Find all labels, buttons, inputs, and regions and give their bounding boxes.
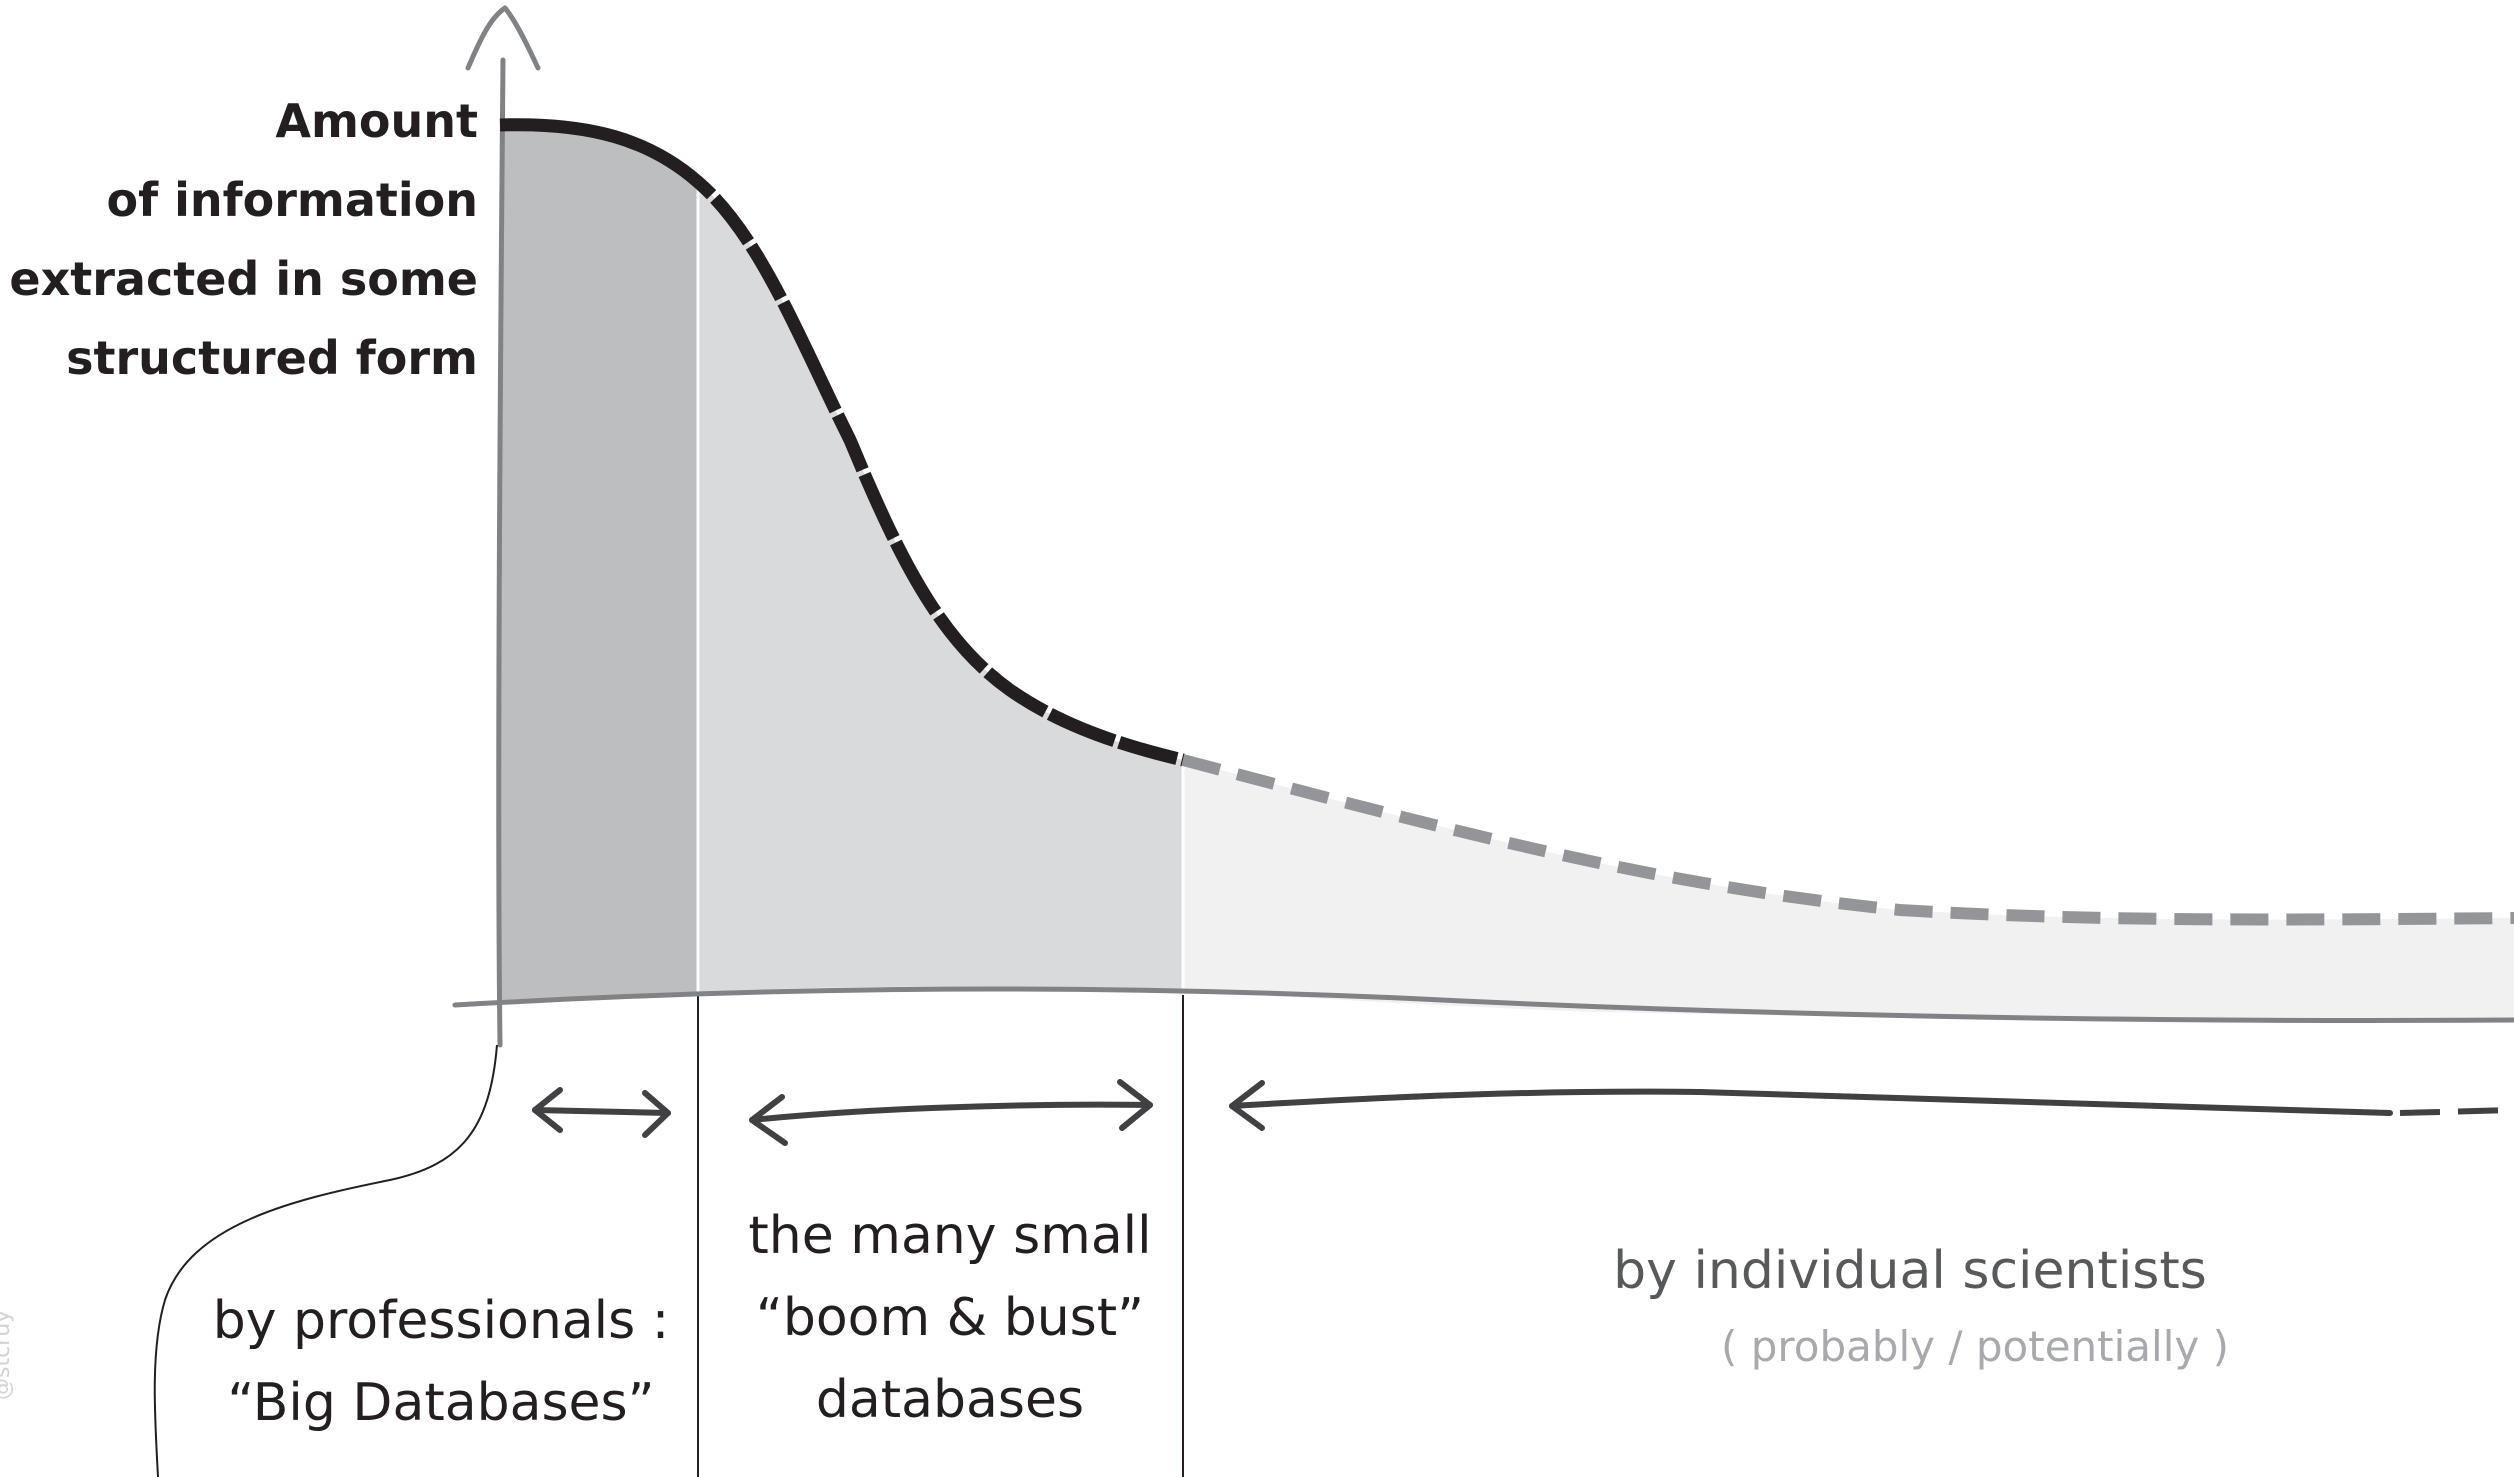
category-individuals-note: ( probably / potentially ) — [1721, 1322, 2229, 1371]
arrowhead-left — [1229, 1080, 1265, 1131]
arrowhead-right — [1117, 1079, 1153, 1131]
y-axis-label-line: of information — [106, 173, 478, 227]
range-arrow-individuals-dashed-tail — [2399, 1107, 2514, 1116]
category-boom-bust-line: the many small — [748, 1206, 1152, 1266]
region-individuals — [1183, 760, 2514, 1022]
y-axis — [496, 57, 506, 1048]
range-arrow-boom-bust — [749, 1101, 1153, 1123]
range-arrow-individuals — [1229, 1088, 2393, 1116]
y-axis-label: Amount of information extracted in some … — [9, 82, 478, 398]
category-boom-bust: the many small “boom & bust” databases — [700, 1195, 1200, 1441]
arrowhead-left — [749, 1094, 788, 1146]
category-professionals-line: by professionals : — [212, 1291, 670, 1351]
category-individuals-label: by individual scientists — [1613, 1241, 2207, 1301]
curve-dashed — [1181, 754, 2514, 926]
arrowhead-right — [642, 1090, 671, 1138]
category-boom-bust-line: databases — [815, 1370, 1085, 1430]
category-boom-bust-line: “boom & bust” — [755, 1288, 1145, 1348]
y-axis-label-line: structured form — [66, 331, 478, 385]
curve-solid — [499, 118, 1185, 767]
region-professionals — [500, 124, 698, 1000]
category-professionals: by professionals : “Big Databases” — [176, 1280, 706, 1444]
category-professionals-line: “Big Databases” — [227, 1373, 655, 1433]
brace-curve — [153, 1044, 498, 1477]
range-arrow-professionals — [532, 1107, 671, 1116]
y-axis-label-line: extracted in some — [9, 252, 478, 306]
category-individuals: by individual scientists ( probably / po… — [1560, 1230, 2260, 1382]
region-boom-bust — [698, 182, 1183, 992]
x-axis — [452, 986, 2514, 1023]
y-axis-arrowhead — [465, 5, 541, 71]
y-axis-label-line: Amount — [275, 94, 478, 148]
arrowhead-left — [532, 1087, 563, 1133]
watermark: @stcruy — [0, 1309, 15, 1400]
